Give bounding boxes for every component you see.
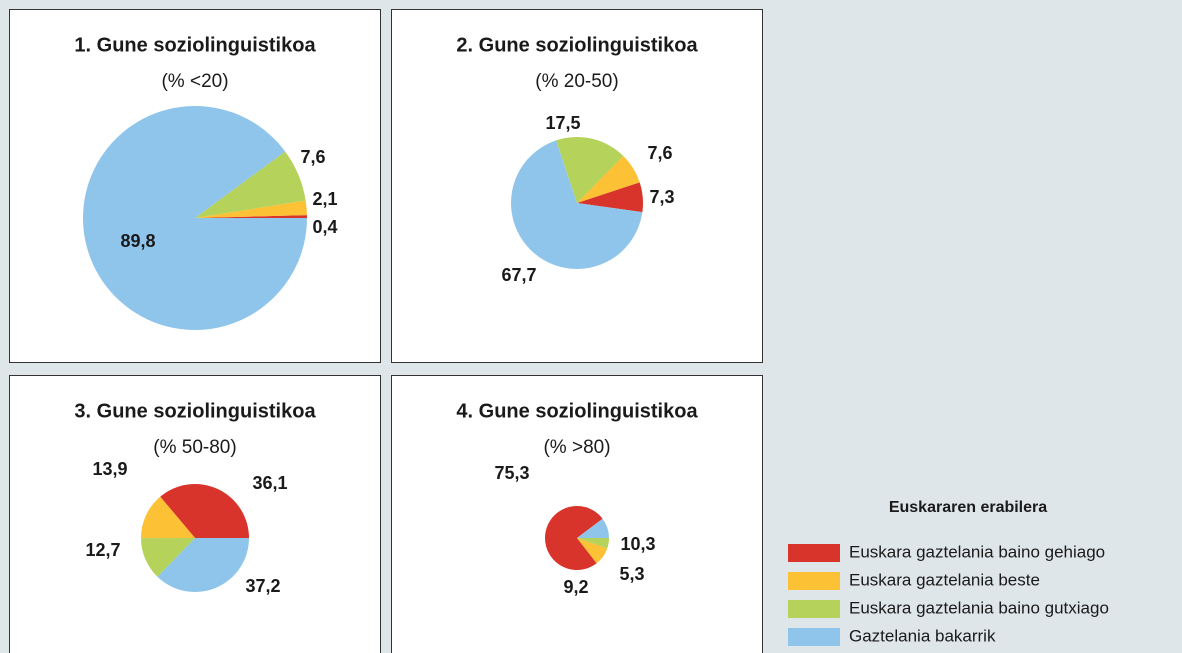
- pie-slice: [157, 538, 249, 593]
- legend-label: Euskara gaztelania beste: [849, 570, 1040, 589]
- data-label: 7,6: [300, 147, 325, 167]
- pie-slice: [195, 151, 306, 218]
- data-label: 89,8: [120, 231, 155, 251]
- pie-slice: [577, 518, 609, 539]
- legend-swatch: [788, 628, 840, 646]
- pie-slice: [141, 538, 195, 577]
- legend-label: Euskara gaztelania baino gehiago: [849, 542, 1105, 561]
- data-label: 7,3: [649, 187, 674, 207]
- pie-slice: [556, 137, 624, 203]
- legend-label: Euskara gaztelania baino gutxiago: [849, 598, 1109, 617]
- pie-slice: [577, 155, 640, 203]
- pie-slice: [510, 140, 643, 270]
- data-label: 17,5: [545, 113, 580, 133]
- legend-swatch: [788, 544, 840, 562]
- chart-title: 4. Gune soziolinguistikoa: [456, 400, 698, 422]
- data-label: 0,4: [312, 217, 337, 237]
- pie-slice: [195, 215, 307, 218]
- pie-slice: [195, 200, 307, 218]
- chart-title: 1. Gune soziolinguistikoa: [74, 34, 316, 56]
- data-label: 75,3: [494, 463, 529, 483]
- pie-slice: [577, 538, 608, 564]
- pie-slice: [545, 505, 603, 570]
- legend-title: Euskararen erabilera: [889, 499, 1047, 516]
- data-label: 12,7: [85, 540, 120, 560]
- chart-subtitle: (% 20-50): [535, 71, 618, 92]
- pie-slice: [160, 484, 249, 538]
- chart-subtitle: (% 50-80): [153, 437, 236, 458]
- pie-slice: [141, 496, 195, 539]
- pie-slice: [577, 182, 643, 213]
- pie-slice: [83, 105, 307, 330]
- legend-label: Gaztelania bakarrik: [849, 626, 996, 645]
- data-label: 13,9: [92, 459, 127, 479]
- legend-swatch: [788, 572, 840, 590]
- chart-subtitle: (% <20): [161, 71, 228, 92]
- data-label: 10,3: [620, 534, 655, 554]
- legend-swatch: [788, 600, 840, 618]
- data-label: 36,1: [252, 473, 287, 493]
- chart-subtitle: (% >80): [543, 437, 610, 458]
- data-label: 2,1: [312, 189, 337, 209]
- data-label: 7,6: [647, 143, 672, 163]
- data-label: 37,2: [245, 576, 280, 596]
- data-label: 67,7: [501, 265, 536, 285]
- data-label: 9,2: [563, 577, 588, 597]
- chart-title: 3. Gune soziolinguistikoa: [74, 400, 316, 422]
- pie-slice: [577, 538, 609, 549]
- data-label: 5,3: [619, 564, 644, 584]
- chart-title: 2. Gune soziolinguistikoa: [456, 34, 698, 56]
